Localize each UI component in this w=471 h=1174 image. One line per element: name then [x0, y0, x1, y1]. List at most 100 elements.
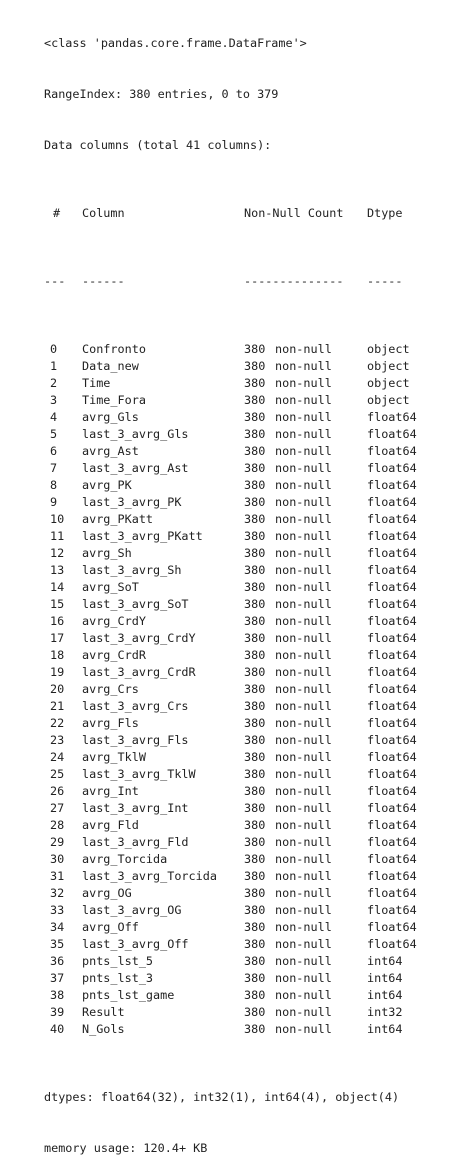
row-index: 16 [50, 614, 65, 628]
row-count: 380 [244, 733, 266, 747]
table-row: 9 last_3_avrg_PK 380 non-null float64 [44, 494, 417, 511]
column-header-row: # Column Non-Null Count Dtype [44, 205, 403, 222]
row-column-name: Time [82, 376, 111, 390]
row-non-null: non-null [275, 1005, 332, 1019]
row-non-null: non-null [275, 971, 332, 985]
row-column-name: avrg_Ast [82, 444, 139, 458]
table-row: 37 pnts_lst_3 380 non-null int64 [44, 970, 403, 987]
table-row: 2 Time 380 non-null object [44, 375, 410, 392]
separator-row: --- ------ -------------- ----- [44, 273, 403, 290]
row-column-name: avrg_Fld [82, 818, 139, 832]
row-non-null: non-null [275, 903, 332, 917]
row-non-null: non-null [275, 937, 332, 951]
table-row: 4 avrg_Gls 380 non-null float64 [44, 409, 417, 426]
row-index: 36 [50, 954, 65, 968]
row-dtype: object [367, 393, 410, 407]
row-column-name: Result [82, 1005, 125, 1019]
row-dtype: float64 [367, 597, 417, 611]
row-count: 380 [244, 393, 266, 407]
row-column-name: pnts_lst_game [82, 988, 175, 1002]
row-column-name: N_Gols [82, 1022, 125, 1036]
row-non-null: non-null [275, 920, 332, 934]
table-row: 0 Confronto 380 non-null object [44, 341, 410, 358]
table-row: 17 last_3_avrg_CrdY 380 non-null float64 [44, 630, 417, 647]
row-count: 380 [244, 835, 266, 849]
row-non-null: non-null [275, 665, 332, 679]
row-non-null: non-null [275, 410, 332, 424]
row-dtype: float64 [367, 886, 417, 900]
table-row: 14 avrg_SoT 380 non-null float64 [44, 579, 417, 596]
row-count: 380 [244, 716, 266, 730]
row-dtype: float64 [367, 546, 417, 560]
row-count: 380 [244, 546, 266, 560]
row-column-name: last_3_avrg_PK [82, 495, 182, 509]
row-count: 380 [244, 648, 266, 662]
row-index: 27 [50, 801, 65, 815]
row-count: 380 [244, 682, 266, 696]
row-dtype: float64 [367, 427, 417, 441]
row-index: 31 [50, 869, 65, 883]
row-dtype: float64 [367, 512, 417, 526]
row-index: 26 [50, 784, 65, 798]
row-index: 0 [50, 342, 58, 356]
row-column-name: last_3_avrg_SoT [82, 597, 189, 611]
table-row: 24 avrg_TklW 380 non-null float64 [44, 749, 417, 766]
row-index: 1 [50, 359, 58, 373]
table-row: 21 last_3_avrg_Crs 380 non-null float64 [44, 698, 417, 715]
row-count: 380 [244, 614, 266, 628]
row-index: 4 [50, 410, 58, 424]
row-count: 380 [244, 699, 266, 713]
row-count: 380 [244, 342, 266, 356]
table-row: 18 avrg_CrdR 380 non-null float64 [44, 647, 417, 664]
row-count: 380 [244, 512, 266, 526]
table-row: 30 avrg_Torcida 380 non-null float64 [44, 851, 417, 868]
row-non-null: non-null [275, 546, 332, 560]
table-row: 23 last_3_avrg_Fls 380 non-null float64 [44, 732, 417, 749]
header-column: Column [82, 206, 125, 220]
row-column-name: last_3_avrg_Torcida [82, 869, 217, 883]
table-row: 34 avrg_Off 380 non-null float64 [44, 919, 417, 936]
row-column-name: last_3_avrg_Ast [82, 461, 189, 475]
row-count: 380 [244, 988, 266, 1002]
row-count: 380 [244, 376, 266, 390]
row-index: 38 [50, 988, 65, 1002]
row-dtype: float64 [367, 495, 417, 509]
row-non-null: non-null [275, 750, 332, 764]
row-index: 13 [50, 563, 65, 577]
row-non-null: non-null [275, 699, 332, 713]
row-index: 10 [50, 512, 65, 526]
row-column-name: avrg_OG [82, 886, 132, 900]
row-column-name: avrg_Torcida [82, 852, 168, 866]
row-count: 380 [244, 1005, 266, 1019]
row-index: 22 [50, 716, 65, 730]
row-column-name: Data_new [82, 359, 139, 373]
row-dtype: float64 [367, 903, 417, 917]
column-rows: 0 Confronto 380 non-null object 1 Data_new 380 n… [44, 341, 417, 1038]
row-column-name: avrg_Gls [82, 410, 139, 424]
row-count: 380 [244, 631, 266, 645]
table-row: 19 last_3_avrg_CrdR 380 non-null float64 [44, 664, 417, 681]
row-column-name: avrg_TklW [82, 750, 146, 764]
row-index: 15 [50, 597, 65, 611]
row-non-null: non-null [275, 529, 332, 543]
row-non-null: non-null [275, 580, 332, 594]
row-dtype: float64 [367, 410, 417, 424]
table-row: 11 last_3_avrg_PKatt 380 non-null float64 [44, 528, 417, 545]
row-non-null: non-null [275, 954, 332, 968]
row-count: 380 [244, 529, 266, 543]
row-index: 8 [50, 478, 58, 492]
row-count: 380 [244, 495, 266, 509]
row-count: 380 [244, 665, 266, 679]
row-count: 380 [244, 597, 266, 611]
table-row: 29 last_3_avrg_Fld 380 non-null float64 [44, 834, 417, 851]
range-index-line: RangeIndex: 380 entries, 0 to 379 [44, 87, 279, 101]
class-line: <class 'pandas.core.frame.DataFrame'> [44, 36, 307, 50]
row-dtype: float64 [367, 665, 417, 679]
row-index: 21 [50, 699, 65, 713]
table-row: 16 avrg_CrdY 380 non-null float64 [44, 613, 417, 630]
row-index: 19 [50, 665, 65, 679]
row-count: 380 [244, 852, 266, 866]
row-column-name: last_3_avrg_CrdR [82, 665, 196, 679]
row-column-name: avrg_Int [82, 784, 139, 798]
row-non-null: non-null [275, 495, 332, 509]
